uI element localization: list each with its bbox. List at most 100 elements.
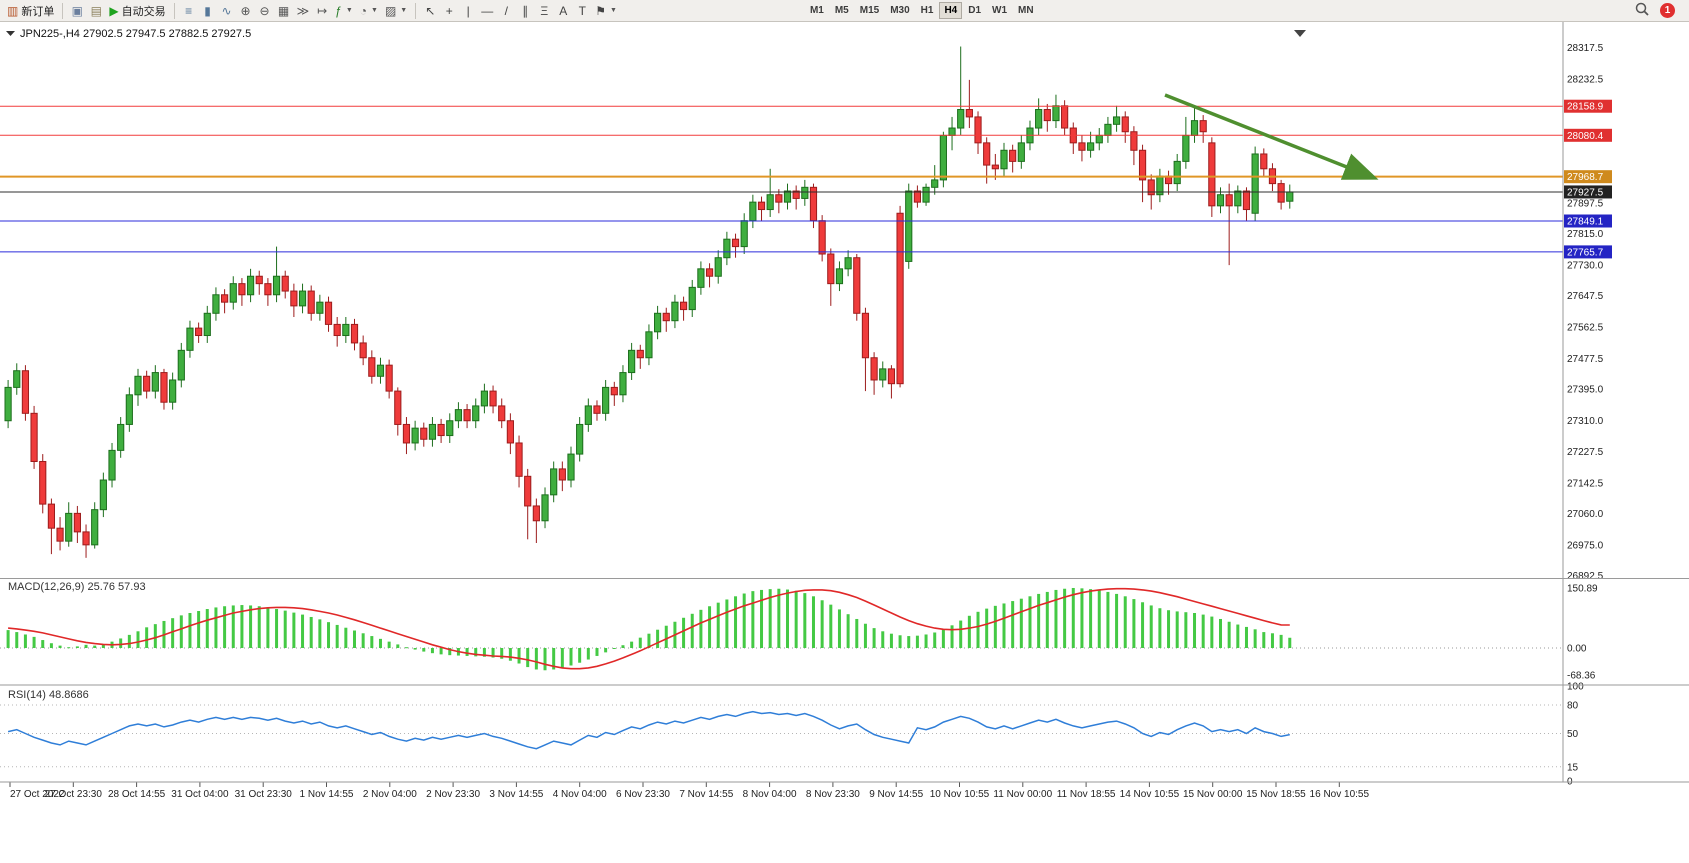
auto-scroll-button[interactable]: ≫ [294, 2, 313, 20]
price-line-badge [1564, 170, 1612, 184]
timeframe-h1-button[interactable]: H1 [916, 2, 939, 19]
macd-bar [829, 604, 833, 648]
candle-body [1043, 109, 1051, 122]
tile-windows-button[interactable]: ▦ [275, 2, 293, 20]
indicators-button[interactable]: ƒ ▼ [332, 2, 356, 20]
macd-bar [32, 636, 36, 648]
timeframe-m30-button[interactable]: M30 [885, 2, 914, 19]
time-axis-label: 4 Nov 04:00 [553, 789, 607, 800]
macd-bar [41, 640, 45, 648]
price-axis-label: 27647.5 [1567, 291, 1604, 302]
price-axis-label: 27815.0 [1567, 229, 1604, 240]
time-axis-label: 27 Oct 23:30 [45, 789, 103, 800]
macd-bar [742, 593, 746, 648]
horizontal-line-button[interactable]: — [478, 2, 496, 20]
macd-bar [1123, 596, 1127, 648]
chart-shift-marker[interactable] [1294, 30, 1306, 37]
macd-bar [1193, 613, 1197, 648]
price-axis-label: 26892.5 [1567, 571, 1604, 582]
macd-bar [1097, 590, 1101, 648]
one-click-trading-toggle[interactable] [6, 31, 15, 36]
chart-canvas[interactable]: MACD(12,26,9) 25.76 57.93 RSI(14) 48.8686… [0, 22, 1689, 863]
timeframe-mn-button[interactable]: MN [1013, 2, 1039, 19]
time-axis-label: 15 Nov 18:55 [1246, 789, 1306, 800]
notification-badge[interactable]: 1 [1660, 3, 1675, 18]
macd-bar [1080, 588, 1084, 648]
rsi-axis-label: 15 [1567, 762, 1579, 773]
vertical-line-button[interactable]: | [459, 2, 477, 20]
timeframe-m1-button[interactable]: M1 [805, 2, 829, 19]
bar-chart-button[interactable]: ≡ [180, 2, 198, 20]
line-chart-icon: ∿ [221, 3, 232, 18]
macd-bar [353, 630, 356, 648]
candle-body [619, 372, 627, 396]
periods-button[interactable]: ◔ ▼ [357, 2, 381, 20]
timeframe-m5-button[interactable]: M5 [830, 2, 854, 19]
price-axis[interactable]: 28158.9 28080.4 27968.7 27927.5 27849.1 27765… [1564, 43, 1612, 788]
channel-button[interactable]: ∥ [516, 2, 534, 20]
macd-bar [205, 609, 209, 648]
arrows-button[interactable]: ⚑ ▼ [592, 2, 620, 20]
macd-bar [127, 634, 131, 648]
macd-bar [430, 648, 434, 654]
macd-bar [249, 605, 253, 648]
candle-body [965, 109, 973, 118]
candlestick-chart-icon: ▮ [204, 3, 211, 18]
auto-trading-icon: ▶ [109, 3, 119, 18]
text-label-button[interactable]: T [573, 2, 591, 20]
profiles-button[interactable]: ▤ [87, 2, 105, 20]
candle-body [524, 475, 532, 507]
time-axis-label: 8 Nov 04:00 [743, 789, 797, 800]
macd-bar [612, 648, 616, 649]
price-line-badge [1564, 245, 1612, 259]
macd-bar [993, 605, 997, 648]
zoom-in-button[interactable]: ⊕ [237, 2, 255, 20]
candle-body [887, 368, 896, 385]
candle-body [264, 283, 272, 296]
crosshair-button[interactable]: + [440, 2, 458, 20]
timeframe-w1-button[interactable]: W1 [987, 2, 1012, 19]
zoom-out-button[interactable]: ⊖ [256, 2, 274, 20]
fibonacci-button[interactable]: Ξ [535, 2, 553, 20]
templates-button[interactable]: ▨ ▼ [382, 2, 410, 20]
candle-body [56, 527, 64, 542]
macd-bar [482, 648, 486, 657]
macd-bar [1167, 610, 1171, 648]
line-chart-button[interactable]: ∿ [218, 2, 236, 20]
trend-arrow[interactable] [1164, 93, 1379, 180]
candle-body [1225, 194, 1233, 207]
timeframe-m15-button[interactable]: M15 [855, 2, 884, 19]
macd-bar [1158, 608, 1162, 648]
candle-body [203, 312, 211, 337]
macd-header: MACD(12,26,9) 25.76 57.93 [8, 581, 146, 593]
candle-body [861, 312, 870, 359]
macd-bar [656, 629, 660, 648]
trendline-button[interactable]: / [497, 2, 515, 20]
candle-body [532, 505, 540, 522]
candlestick-chart-button[interactable]: ▮ [199, 2, 217, 20]
candle-body [957, 109, 965, 129]
channel-icon: ∥ [522, 3, 529, 18]
chart-shift-button[interactable]: ↦ [313, 2, 331, 20]
time-axis-label: 14 Nov 10:55 [1120, 789, 1180, 800]
timeframe-h4-button[interactable]: H4 [939, 2, 963, 19]
new-chart-button[interactable]: ▣ [68, 2, 86, 20]
text-button[interactable]: A [554, 2, 572, 20]
macd-bar [734, 596, 738, 648]
candle-body [221, 294, 229, 303]
macd-bar [214, 607, 218, 648]
macd-bar [751, 591, 755, 648]
timeframe-d1-button[interactable]: D1 [963, 2, 986, 19]
macd-bar [136, 631, 140, 648]
macd-bar [179, 615, 183, 648]
new-order-button[interactable]: ▥ 新订单 [4, 2, 57, 20]
auto-trading-button[interactable]: ▶ 自动交易 [106, 2, 168, 20]
macd-bar [309, 616, 313, 648]
macd-axis-label: 150.89 [1567, 583, 1598, 594]
search-button[interactable] [1632, 2, 1652, 20]
cursor-button[interactable]: ↖ [421, 2, 439, 20]
macd-bar [690, 613, 694, 648]
price-line-badge-text: 28158.9 [1567, 102, 1604, 113]
periods-icon: ◔ [359, 3, 368, 18]
